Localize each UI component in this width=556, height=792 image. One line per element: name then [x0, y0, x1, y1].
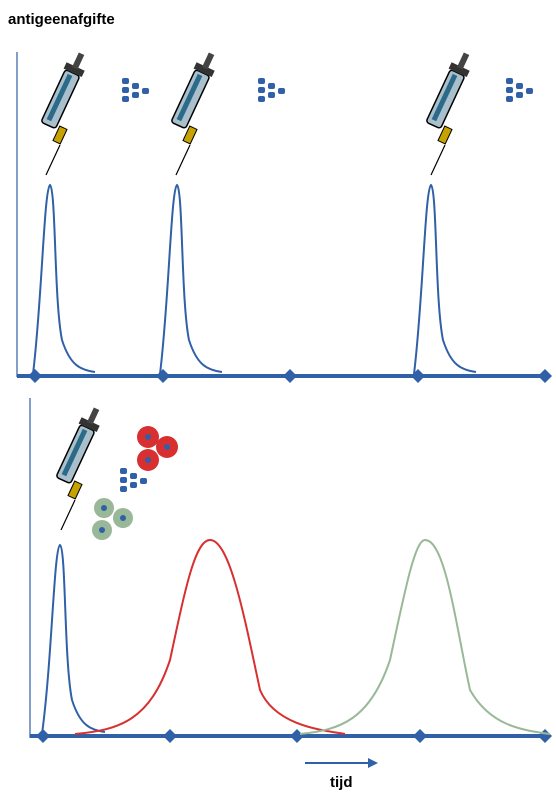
icons	[40, 51, 533, 176]
icons	[55, 406, 178, 540]
x-axis-label: tijd	[330, 774, 353, 791]
time-arrow	[305, 758, 378, 768]
curves	[32, 183, 477, 375]
y-axis-label: antigeenafgifte	[8, 11, 115, 28]
curves	[41, 538, 551, 735]
